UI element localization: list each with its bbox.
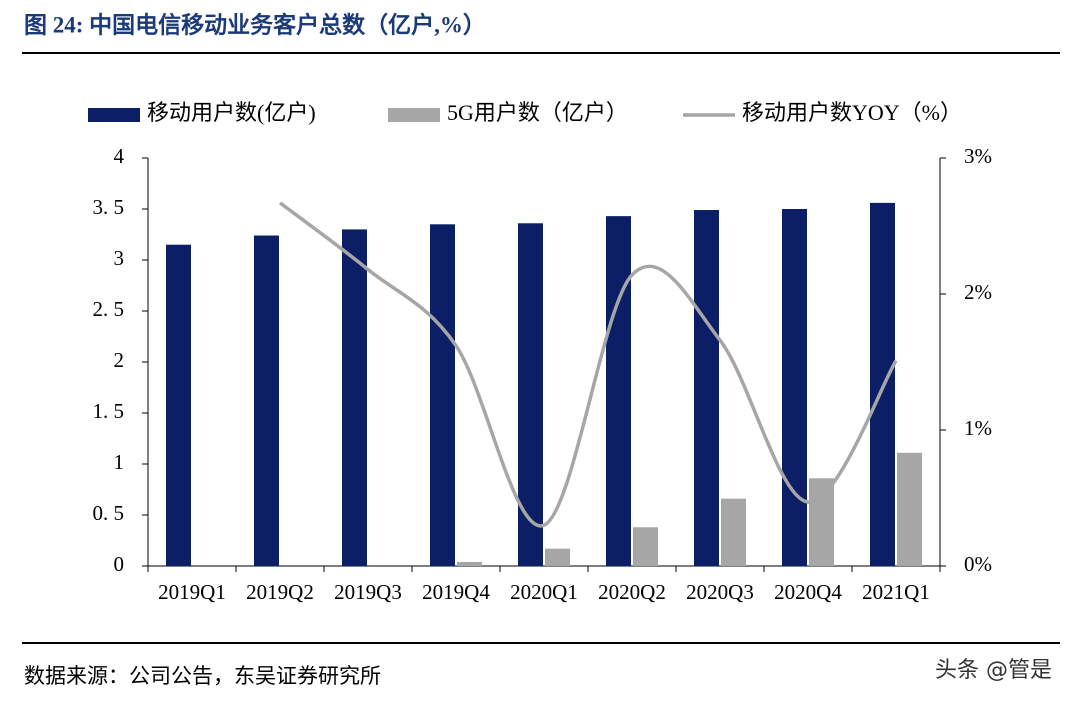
x-tick-label: 2019Q1 [158,580,226,604]
bar [897,452,922,566]
source: 数据来源：公司公告，东吴证券研究所 [24,664,381,688]
legend-swatch [88,108,140,122]
y-tick-label: 3 [114,246,125,270]
bar [721,498,746,566]
x-tick-label: 2020Q2 [598,580,666,604]
x-tick-label: 2020Q4 [774,580,842,604]
bar [518,223,543,566]
legend-swatch [388,108,440,122]
y2-tick-label: 0% [964,552,992,576]
bar [633,527,658,566]
y-tick-label: 0. 5 [93,501,125,525]
bar [694,210,719,566]
y-tick-label: 1 [114,450,125,474]
bar [606,216,631,566]
y-tick-label: 0 [114,552,125,576]
bar [809,478,834,566]
y-tick-label: 4 [114,144,125,168]
bar [342,229,367,566]
y2-tick-label: 1% [964,416,992,440]
y-tick-label: 2 [114,348,125,372]
bar [254,235,279,566]
y-tick-label: 3. 5 [93,195,125,219]
x-tick-label: 2019Q2 [246,580,314,604]
chart-title: 图 24: 中国电信移动业务客户总数（亿户,%） [24,11,486,37]
y-tick-label: 1. 5 [93,399,125,423]
bar [545,548,570,566]
legend-label: 移动用户数(亿户) [147,100,316,125]
bar [457,561,482,566]
y-tick-label: 2. 5 [93,297,125,321]
x-tick-label: 2020Q3 [686,580,754,604]
legend-label: 移动用户数YOY（%） [742,100,962,125]
bar [166,244,191,566]
y2-tick-label: 2% [964,280,992,304]
legend-label: 5G用户数（亿户） [447,100,628,125]
x-tick-label: 2020Q1 [510,580,578,604]
x-tick-label: 2021Q1 [862,580,930,604]
bar [782,209,807,566]
line [278,201,898,528]
x-tick-label: 2019Q3 [334,580,402,604]
y2-tick-label: 3% [964,144,992,168]
bar [430,224,455,567]
x-tick-label: 2019Q4 [422,580,490,604]
watermark: 头条 @管是 [935,658,1052,683]
